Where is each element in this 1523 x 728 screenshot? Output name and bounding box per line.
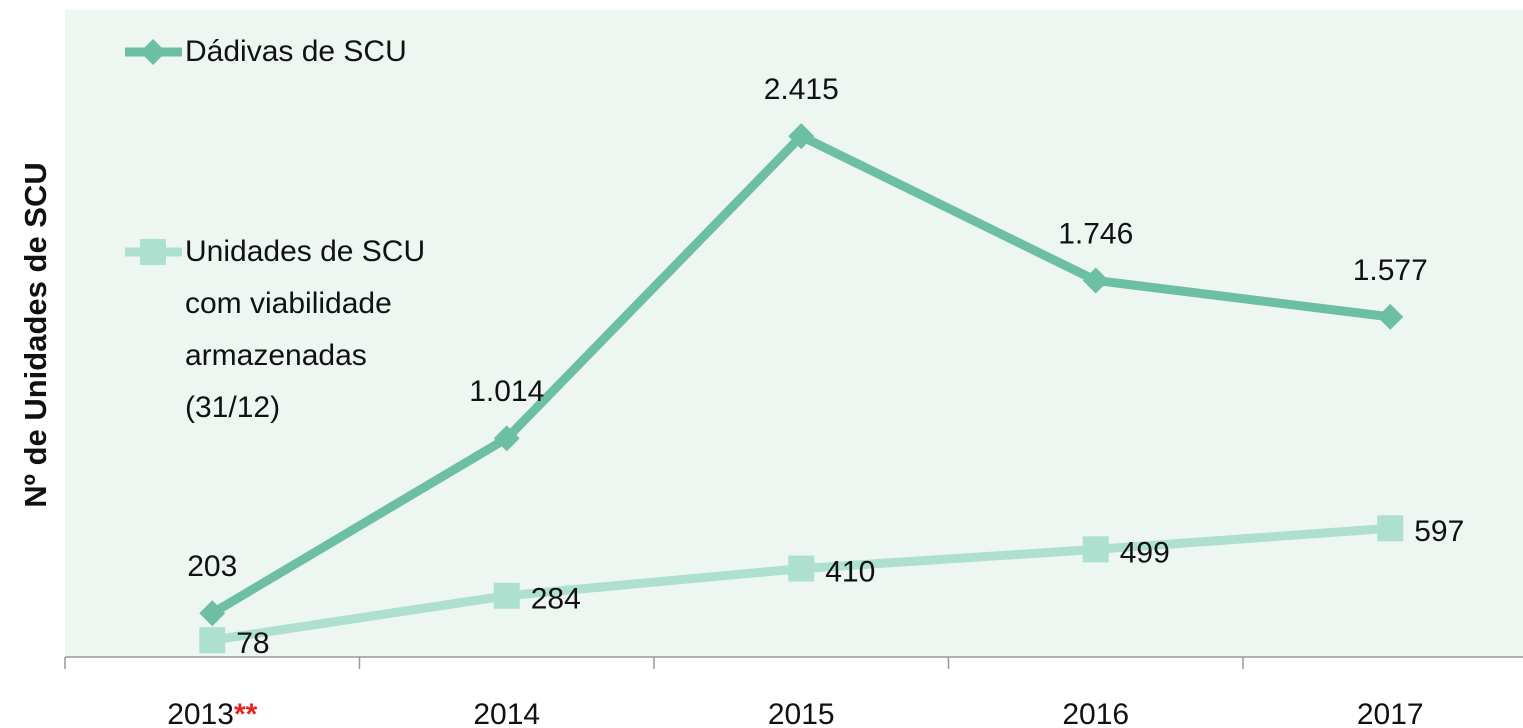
point <box>493 425 520 452</box>
legend-marker <box>140 39 166 65</box>
point <box>1082 536 1109 563</box>
point <box>199 627 226 654</box>
legend-label: Dádivas de SCU <box>185 35 407 68</box>
data-label: 284 <box>531 583 581 616</box>
legend-label: Unidades de SCU com viabilidade armazena… <box>185 235 426 424</box>
legend-marker <box>140 239 166 265</box>
y-axis-label: Nº de Unidades de SCU <box>18 162 53 508</box>
x-tick-label: 2016 <box>1062 698 1129 728</box>
x-tick-label: 2017 <box>1357 698 1424 728</box>
point <box>1377 515 1404 542</box>
point <box>1377 303 1404 330</box>
data-label: 1.014 <box>469 375 544 408</box>
x-tick-label: 2015 <box>768 698 835 728</box>
data-label: 410 <box>825 555 875 588</box>
point <box>788 123 815 150</box>
data-label: 597 <box>1414 515 1464 548</box>
x-tick-text: 2014 <box>473 698 540 728</box>
plot-area <box>65 10 1523 657</box>
data-label: 1.746 <box>1058 217 1133 250</box>
x-tick-text: 2013 <box>167 698 234 728</box>
data-label: 203 <box>187 550 237 583</box>
x-tick-note: ** <box>234 698 258 728</box>
x-tick-text: 2017 <box>1357 698 1424 728</box>
point <box>493 582 520 609</box>
x-tick-label: 2014 <box>473 698 540 728</box>
x-tick-text: 2016 <box>1062 698 1129 728</box>
x-tick-text: 2015 <box>768 698 835 728</box>
point <box>199 600 226 627</box>
data-label: 499 <box>1120 536 1170 569</box>
point <box>788 555 815 582</box>
data-label: 78 <box>236 627 269 660</box>
x-tick-label: 2013** <box>167 698 257 728</box>
data-label: 1.577 <box>1353 254 1428 287</box>
data-label: 2.415 <box>764 73 839 106</box>
point <box>1082 267 1109 294</box>
